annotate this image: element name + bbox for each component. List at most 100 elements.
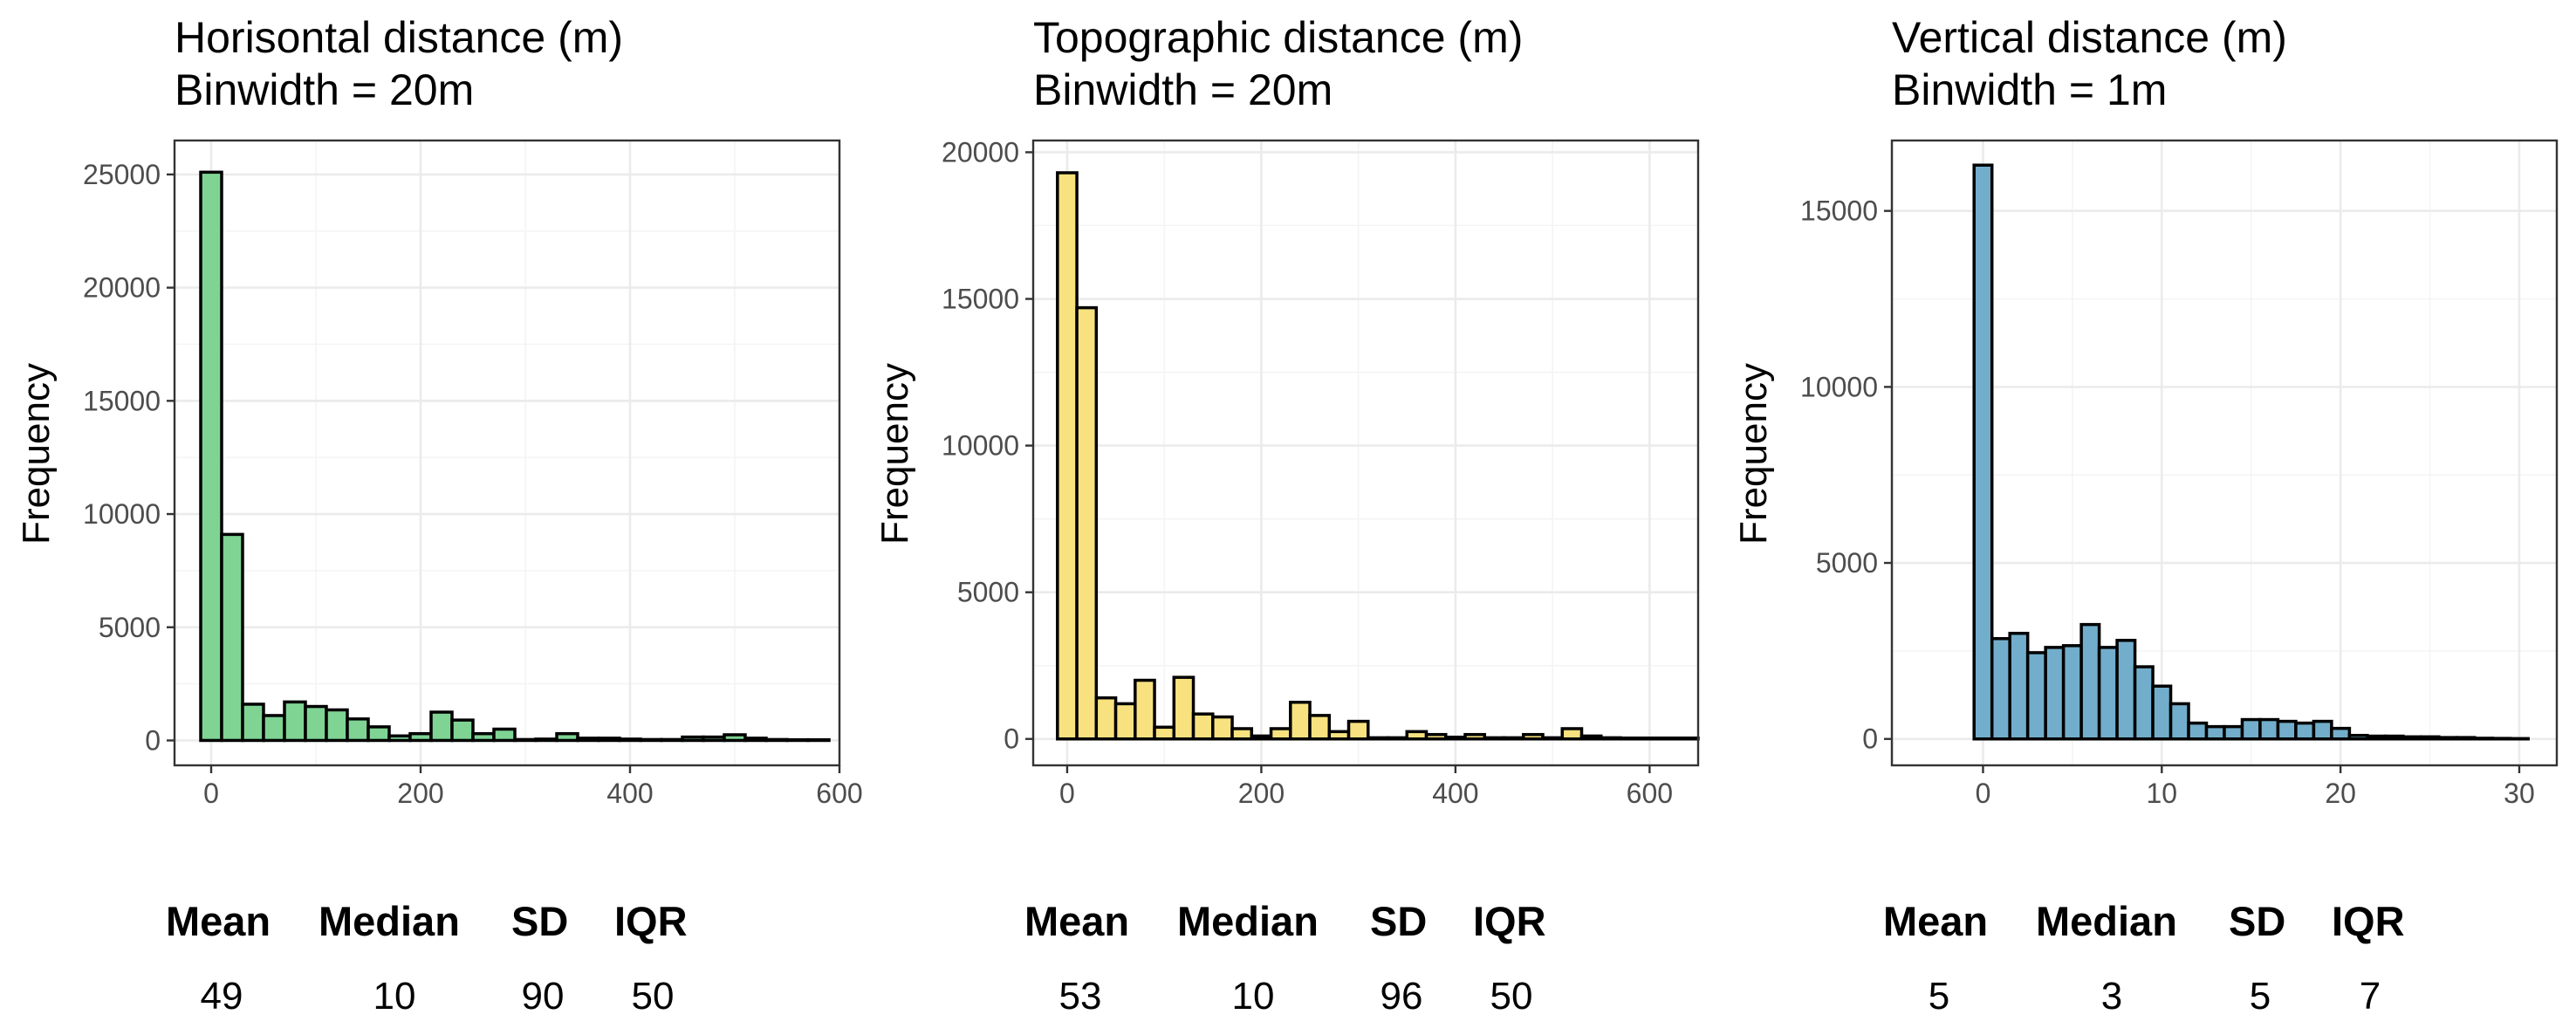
histogram-bar [2045, 648, 2063, 739]
histogram-bar [1640, 738, 1659, 739]
histogram-bar [1504, 737, 1524, 738]
histogram-bar [2171, 703, 2189, 738]
histogram-bar [661, 739, 682, 740]
stat-value-iqr: 50 [1490, 975, 1533, 1018]
histogram-bar [766, 739, 787, 740]
y-tick-label: 5000 [957, 577, 1019, 608]
y-tick-label: 0 [145, 724, 161, 756]
histogram-bar [2439, 737, 2456, 739]
histogram-bar [2492, 738, 2510, 739]
histogram-bar [557, 734, 578, 741]
stat-value-mean: 49 [201, 975, 243, 1018]
histogram-bar [2117, 641, 2134, 739]
histogram-bar [201, 172, 222, 740]
histogram-bar [2367, 737, 2385, 739]
histogram-bar [515, 739, 536, 740]
histogram-bar [1232, 729, 1251, 739]
x-tick-label: 20 [2325, 778, 2356, 809]
x-tick-label: 0 [203, 778, 219, 809]
histogram-bar [473, 734, 494, 741]
x-tick-label: 600 [1627, 778, 1673, 809]
histogram-bar [2456, 737, 2474, 739]
histogram-bar [2242, 720, 2259, 739]
y-tick-label: 10000 [1800, 371, 1878, 402]
histogram-bar [1387, 737, 1407, 738]
histogram-bar [1679, 738, 1698, 739]
grid [175, 141, 839, 765]
histogram-bar [2153, 686, 2170, 739]
histogram-bar [1660, 738, 1679, 739]
stat-value-sd: 5 [2250, 975, 2271, 1018]
histogram-bar [1562, 729, 1581, 739]
stat-header-sd: SD [2229, 898, 2285, 944]
histogram-bar [2010, 634, 2027, 739]
chart-title-line2: Binwidth = 1m [1892, 65, 2167, 114]
histogram-bar [787, 740, 808, 741]
histogram-bar [620, 739, 641, 741]
histogram-bar [494, 729, 515, 740]
x-tick-label: 200 [397, 778, 443, 809]
histogram-bar [1194, 714, 1213, 739]
histogram-bar [1077, 308, 1096, 739]
y-tick-label: 20000 [83, 272, 161, 304]
histogram-bar [2278, 722, 2295, 739]
histogram-panel-horizontal: Horisontal distance (m) Binwidth = 20m F… [15, 13, 863, 1018]
chart-title-line1: Horisontal distance (m) [175, 13, 623, 62]
histogram-bar [641, 739, 661, 740]
histogram-bar [264, 716, 284, 741]
histogram-bar [682, 737, 703, 741]
histogram-bar [389, 736, 410, 740]
x-tick-label: 600 [816, 778, 862, 809]
x-tick-label: 400 [606, 778, 653, 809]
stat-header-iqr: IQR [2332, 898, 2405, 944]
stat-value-sd: 90 [522, 975, 565, 1018]
histogram-bar [1427, 735, 1446, 739]
histogram-bar [2313, 722, 2331, 739]
histogram-bar [2028, 653, 2045, 739]
stat-header-sd: SD [511, 898, 568, 944]
histogram-bar [1135, 681, 1154, 739]
histogram-bar [2135, 667, 2153, 739]
y-tick-label: 20000 [942, 136, 1019, 168]
histogram-panel-topographic: Topographic distance (m) Binwidth = 20m … [874, 13, 1698, 1018]
stat-value-sd: 96 [1380, 975, 1423, 1018]
histogram-bar [2224, 727, 2242, 739]
histogram-bar [1349, 722, 1368, 739]
histogram-bar [1310, 716, 1329, 739]
stat-value-iqr: 50 [632, 975, 675, 1018]
stats-table: Mean Median SD IQR 5 3 5 7 [1883, 898, 2405, 1018]
stat-value-median: 3 [2101, 975, 2122, 1018]
stat-header-mean: Mean [1883, 898, 1988, 944]
histogram-bar [1368, 737, 1387, 738]
histogram-bar [2332, 729, 2349, 739]
histogram-bar [1543, 737, 1562, 738]
histogram-bar [1582, 736, 1601, 738]
histogram-bar [1407, 731, 1426, 738]
x-tick-label: 400 [1432, 778, 1478, 809]
histogram-bar [1174, 677, 1193, 739]
y-tick-label: 10000 [83, 498, 161, 530]
histogram-bar [305, 707, 326, 741]
histogram-bar [368, 727, 389, 741]
histogram-bar [1329, 731, 1348, 738]
stats-table: Mean Median SD IQR 53 10 96 50 [1024, 898, 1546, 1018]
histogram-bar [222, 534, 243, 740]
stat-header-median: Median [1177, 898, 1319, 944]
stat-header-mean: Mean [166, 898, 271, 944]
grid [1033, 141, 1698, 765]
stat-value-mean: 5 [1929, 975, 1949, 1018]
stat-value-iqr: 7 [2360, 975, 2381, 1018]
histogram-bar [724, 735, 745, 740]
y-tick-label: 15000 [1800, 195, 1878, 227]
histogram-bar [1974, 165, 1991, 739]
chart-title-line1: Vertical distance (m) [1892, 13, 2287, 62]
stat-header-iqr: IQR [614, 898, 688, 944]
histogram-bar [578, 738, 599, 741]
histogram-bar [347, 719, 368, 741]
histogram-bar [1116, 703, 1135, 738]
x-tick-label: 30 [2504, 778, 2535, 809]
y-axis-label: Frequency [1732, 363, 1775, 545]
histogram-bar [243, 704, 264, 741]
y-axis-label: Frequency [874, 363, 916, 545]
